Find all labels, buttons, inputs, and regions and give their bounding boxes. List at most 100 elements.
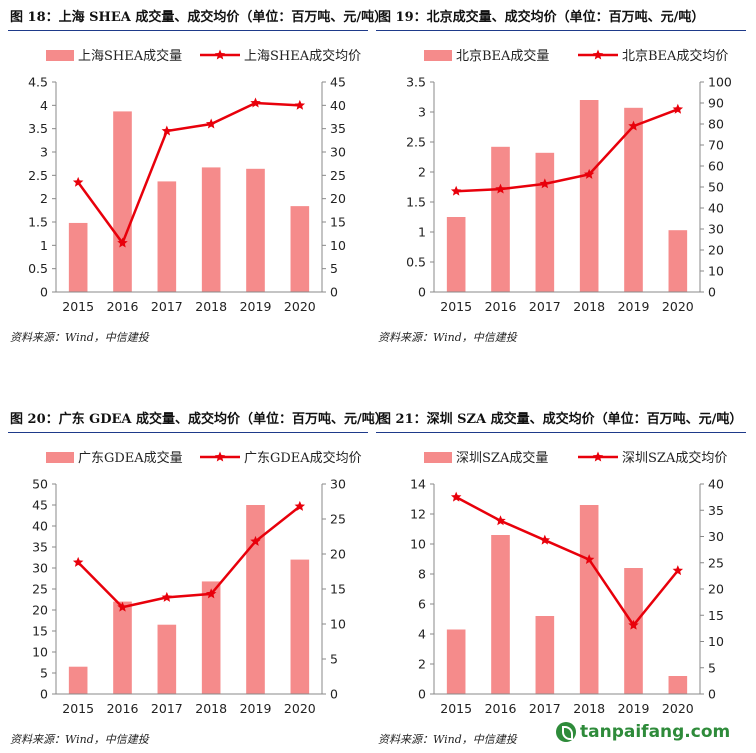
legend-marker bbox=[214, 49, 226, 60]
y-left-tick-label: 15 bbox=[32, 624, 48, 639]
price-line bbox=[77, 101, 300, 246]
y-left-tick-label: 2.5 bbox=[28, 168, 48, 183]
legend-label-volume: 上海SHEA成交量 bbox=[78, 48, 182, 64]
y-left-tick-label: 3.5 bbox=[28, 121, 48, 136]
legend: 深圳SZA成交量 深圳SZA成交均价 bbox=[424, 450, 727, 466]
y-left-tick-label: 0 bbox=[40, 285, 48, 300]
price-point-2020 bbox=[672, 103, 684, 114]
watermark-text: tanpaifang.com bbox=[580, 722, 731, 742]
y-right-tick-label: 0 bbox=[330, 687, 338, 702]
legend: 北京BEA成交量 北京BEA成交均价 bbox=[424, 48, 728, 64]
price-point-2016 bbox=[495, 183, 506, 194]
legend-swatch-bar bbox=[46, 452, 74, 463]
bar-2015 bbox=[68, 666, 88, 694]
legend-label-price: 上海SHEA成交均价 bbox=[244, 48, 361, 64]
x-tick-label: 2016 bbox=[107, 299, 139, 314]
bar-2015 bbox=[68, 222, 88, 292]
bar-2016 bbox=[491, 146, 510, 292]
y-left-tick-label: 2 bbox=[418, 165, 426, 180]
legend-marker bbox=[214, 451, 226, 462]
chart-gdea: 广东GDEA成交量 广东GDEA成交均价 0 5 10 15 20 25 30 35 40 45 50 0… bbox=[32, 450, 362, 716]
y-right-tick-label: 30 bbox=[330, 477, 346, 492]
y-right-tick-label: 60 bbox=[708, 159, 724, 174]
source-note: 资料来源：Wind，中信建投 bbox=[378, 733, 517, 746]
y-left-tick-label: 12 bbox=[410, 507, 426, 522]
y-left-tick-label: 4 bbox=[418, 627, 426, 642]
legend-marker bbox=[592, 451, 604, 462]
y-left-tick-label: 0 bbox=[418, 285, 426, 300]
y-left-tick-label: 25 bbox=[32, 582, 48, 597]
y-right-tick-label: 80 bbox=[708, 117, 724, 132]
x-tick-label: 2018 bbox=[195, 299, 227, 314]
price-point-2019 bbox=[250, 97, 261, 108]
x-tick-label: 2017 bbox=[529, 701, 561, 716]
y-right-tick-label: 35 bbox=[708, 503, 724, 518]
y-left-tick-label: 1.5 bbox=[406, 195, 426, 210]
x-tick-label: 2020 bbox=[662, 299, 694, 314]
y-left-tick-label: 20 bbox=[32, 603, 48, 618]
legend-swatch-bar bbox=[424, 452, 452, 463]
price-point-2017 bbox=[539, 534, 551, 545]
legend-label-price: 广东GDEA成交均价 bbox=[244, 450, 362, 466]
title-rule bbox=[8, 432, 368, 433]
watermark[interactable]: tanpaifang.com bbox=[556, 718, 730, 746]
title-rule bbox=[376, 432, 746, 433]
price-point-2018 bbox=[205, 588, 217, 599]
y-left-tick-label: 4 bbox=[40, 98, 48, 113]
bar-2018 bbox=[579, 505, 599, 694]
price-point-2016 bbox=[117, 237, 128, 248]
y-right-tick-label: 0 bbox=[708, 687, 716, 702]
y-left-tick-label: 10 bbox=[410, 537, 426, 552]
bar-2018 bbox=[201, 581, 221, 694]
y-right-tick-label: 30 bbox=[708, 222, 724, 237]
panel-title: 图 19：北京成交量、成交均价（单位：百万吨、元/吨） bbox=[378, 10, 705, 25]
y-right-tick-label: 45 bbox=[330, 75, 346, 90]
bar-2015 bbox=[446, 629, 466, 694]
price-point-2020 bbox=[294, 500, 306, 511]
y-left-tick-label: 3 bbox=[418, 105, 426, 120]
y-left-tick-label: 14 bbox=[410, 477, 426, 492]
y-right-tick-label: 15 bbox=[708, 608, 724, 623]
source-note: 资料来源：Wind，中信建投 bbox=[378, 331, 517, 344]
y-left-tick-label: 1 bbox=[418, 225, 426, 240]
y-right-tick-label: 20 bbox=[708, 243, 724, 258]
bar-2018 bbox=[201, 167, 221, 292]
legend-swatch-bar bbox=[424, 50, 452, 61]
y-right-tick-label: 5 bbox=[330, 261, 338, 276]
y-left-tick-label: 1.5 bbox=[28, 215, 48, 230]
y-right-tick-label: 40 bbox=[708, 477, 724, 492]
y-left-tick-label: 0 bbox=[40, 687, 48, 702]
x-tick-label: 2015 bbox=[440, 701, 472, 716]
price-point-2019 bbox=[628, 120, 639, 131]
legend-marker bbox=[592, 49, 604, 60]
y-right-tick-label: 40 bbox=[708, 201, 724, 216]
price-line bbox=[455, 496, 679, 628]
legend-label-volume: 广东GDEA成交量 bbox=[78, 450, 183, 466]
x-tick-label: 2020 bbox=[284, 299, 316, 314]
y-left-tick-label: 45 bbox=[32, 498, 48, 513]
y-left-tick-label: 4.5 bbox=[28, 75, 48, 90]
panel-title: 图 21：深圳 SZA 成交量、成交均价（单位：百万吨、元/吨） bbox=[378, 412, 743, 427]
y-left-tick-label: 0.5 bbox=[406, 255, 426, 270]
y-right-tick-label: 25 bbox=[708, 555, 724, 570]
price-point-2016 bbox=[117, 601, 128, 612]
y-right-tick-label: 50 bbox=[708, 180, 724, 195]
chart-shea: 上海SHEA成交量 上海SHEA成交均价 0 0.5 1 1.5 2 2.5 3 3.5 4 4.5 0… bbox=[28, 48, 361, 314]
x-tick-label: 2017 bbox=[529, 299, 561, 314]
x-tick-label: 2018 bbox=[573, 299, 605, 314]
y-right-tick-label: 5 bbox=[708, 660, 716, 675]
y-left-tick-label: 5 bbox=[40, 666, 48, 681]
chart-sza: 深圳SZA成交量 深圳SZA成交均价 0 2 4 6 8 10 12 14 0 5 10 15 20 25 30… bbox=[410, 450, 727, 716]
x-tick-label: 2020 bbox=[284, 701, 316, 716]
bar-2017 bbox=[157, 624, 177, 694]
bar-2017 bbox=[535, 152, 555, 292]
y-right-tick-label: 35 bbox=[330, 121, 346, 136]
y-right-tick-label: 20 bbox=[330, 191, 346, 206]
panel-title: 图 18：上海 SHEA 成交量、成交均价（单位：百万吨、元/吨） bbox=[10, 10, 388, 25]
leaf-icon bbox=[556, 722, 576, 742]
y-left-tick-label: 50 bbox=[32, 477, 48, 492]
legend-label-volume: 深圳SZA成交量 bbox=[456, 450, 548, 466]
y-left-tick-label: 0 bbox=[418, 687, 426, 702]
bar-2016 bbox=[113, 111, 132, 293]
price-point-2020 bbox=[294, 99, 306, 110]
